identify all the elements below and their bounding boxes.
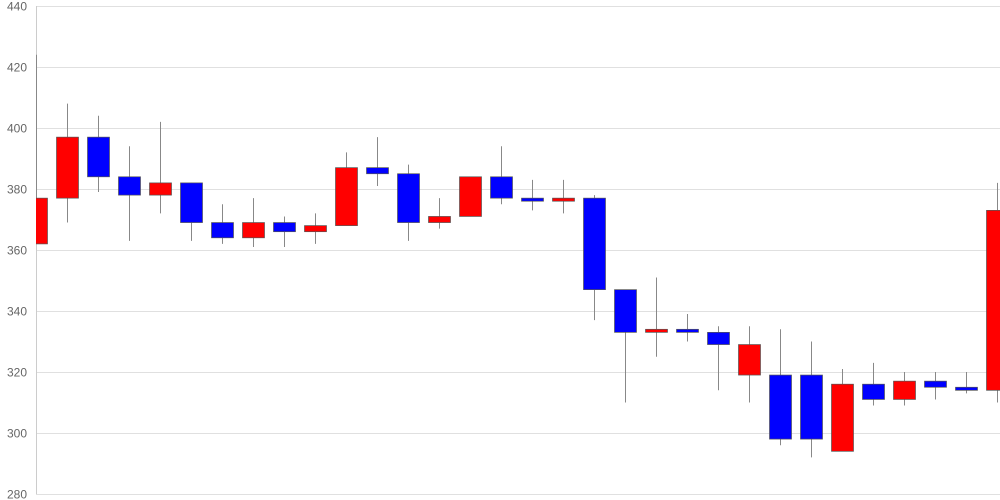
y-tick-label: 300 bbox=[7, 427, 27, 441]
candle-body-down bbox=[397, 173, 420, 223]
candle-body-up bbox=[459, 176, 482, 217]
candle bbox=[490, 146, 513, 205]
candle bbox=[800, 341, 823, 458]
candle bbox=[56, 103, 79, 223]
candle bbox=[769, 329, 792, 446]
candle-body-down bbox=[366, 167, 389, 175]
candle-body-down bbox=[521, 197, 544, 202]
candle-body-down bbox=[676, 328, 699, 333]
grid bbox=[36, 6, 1000, 495]
y-tick-label: 400 bbox=[7, 122, 27, 136]
candle bbox=[583, 195, 606, 321]
candle-body-up bbox=[335, 167, 358, 226]
candle bbox=[862, 362, 885, 406]
candle bbox=[831, 368, 854, 452]
candle-body-down bbox=[211, 222, 234, 239]
candle bbox=[428, 198, 451, 229]
candle bbox=[645, 277, 668, 357]
candle-body-up bbox=[986, 210, 1000, 391]
candle-body-up bbox=[552, 197, 575, 202]
candle bbox=[242, 198, 265, 247]
candle bbox=[366, 137, 389, 186]
candle bbox=[924, 372, 947, 400]
candle-body-down bbox=[583, 197, 606, 290]
candle-body-up bbox=[304, 225, 327, 233]
candle bbox=[521, 179, 544, 211]
candle-body-up bbox=[36, 197, 48, 245]
candle bbox=[180, 182, 203, 241]
candle-body-up bbox=[893, 380, 916, 400]
candle bbox=[36, 54, 48, 245]
candle bbox=[273, 216, 296, 247]
candle-body-down bbox=[769, 374, 792, 440]
candle bbox=[335, 152, 358, 226]
candle-body-down bbox=[955, 386, 978, 391]
candle bbox=[552, 179, 575, 214]
candle bbox=[986, 182, 1000, 403]
candle-body-down bbox=[862, 383, 885, 400]
candle bbox=[211, 204, 234, 244]
y-tick-label: 380 bbox=[7, 183, 27, 197]
y-tick-label: 280 bbox=[7, 488, 27, 500]
candle-body-down bbox=[614, 289, 637, 333]
candle bbox=[304, 213, 327, 244]
candle-body-down bbox=[180, 182, 203, 223]
candle bbox=[738, 326, 761, 403]
candle-body-up bbox=[56, 136, 79, 199]
candle-body-down bbox=[118, 176, 141, 196]
y-tick-label: 360 bbox=[7, 244, 27, 258]
candle-body-down bbox=[490, 176, 513, 199]
candle-body-up bbox=[149, 182, 172, 196]
candle-body-down bbox=[800, 374, 823, 440]
y-axis: 280 300 320 340 360 380 400 420 440 bbox=[7, 0, 27, 500]
candle-body-down bbox=[273, 222, 296, 233]
candle-body-down bbox=[707, 332, 730, 345]
candle bbox=[87, 115, 110, 193]
candle bbox=[955, 372, 978, 394]
candle-body-up bbox=[242, 222, 265, 239]
y-tick-label: 440 bbox=[7, 0, 27, 14]
candle bbox=[149, 121, 172, 214]
candle bbox=[397, 164, 420, 241]
candle-body-up bbox=[645, 328, 668, 333]
candle-body-up bbox=[428, 216, 451, 223]
y-tick-label: 320 bbox=[7, 366, 27, 380]
candle-body-up bbox=[831, 383, 854, 452]
y-tick-label: 340 bbox=[7, 305, 27, 319]
candle bbox=[118, 146, 141, 241]
candles bbox=[36, 54, 1000, 458]
candle bbox=[893, 372, 916, 406]
y-tick-label: 420 bbox=[7, 61, 27, 75]
candle bbox=[459, 176, 482, 217]
candle bbox=[614, 289, 637, 403]
candle-body-up bbox=[738, 344, 761, 376]
candle-body-down bbox=[87, 136, 110, 178]
candle bbox=[707, 326, 730, 391]
candle-body-down bbox=[924, 380, 947, 388]
candle bbox=[676, 314, 699, 342]
